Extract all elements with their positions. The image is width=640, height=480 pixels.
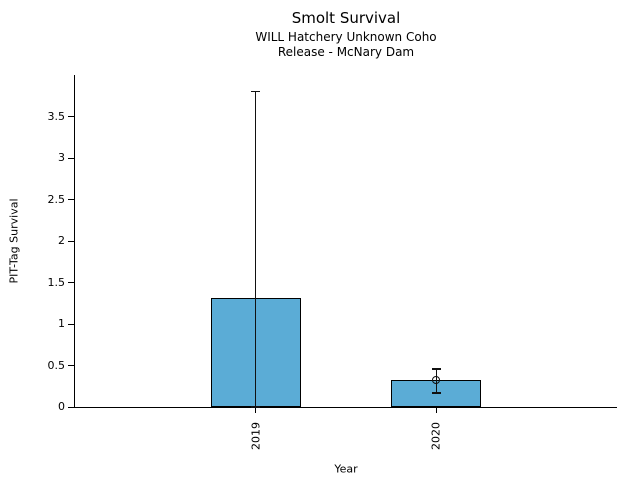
- y-tick-label: 0: [58, 400, 65, 413]
- error-bar-line: [254, 91, 257, 407]
- error-bar-cap-top: [431, 368, 441, 370]
- y-tick-mark: [68, 199, 74, 200]
- y-tick-label: 3.5: [47, 109, 66, 123]
- x-tick-label: 2019: [249, 422, 263, 450]
- y-tick-label: 2: [58, 234, 65, 247]
- error-bar-cap-bottom: [251, 406, 261, 408]
- y-tick-mark: [68, 116, 74, 117]
- y-tick-label: 2.5: [47, 192, 66, 206]
- chart-subtitle-line2: Release - McNary Dam: [277, 45, 415, 59]
- y-tick-mark: [68, 240, 74, 242]
- x-tick-mark: [435, 408, 438, 413]
- y-tick-mark: [68, 406, 74, 408]
- y-tick-mark: [68, 365, 74, 366]
- x-tick-label: 2020: [429, 422, 443, 450]
- plot-area: 0 0.5 1 1.5 2 2.5 3 3.5 2019 2020: [48, 75, 617, 450]
- error-bar-cap-bottom: [431, 392, 441, 394]
- y-tick-label: 0.5: [47, 358, 66, 372]
- y-tick-mark: [68, 323, 74, 325]
- chart-title: Smolt Survival: [291, 9, 401, 27]
- y-tick-mark: [68, 282, 74, 283]
- y-tick-label: 3: [58, 151, 65, 164]
- chart-subtitle-line1: WILL Hatchery Unknown Coho: [255, 30, 437, 44]
- y-tick-label: 1.5: [47, 275, 66, 289]
- error-bar-cap-top: [251, 90, 261, 93]
- point-marker-circle-icon: [432, 375, 441, 384]
- x-tick-mark: [254, 408, 257, 413]
- y-tick-label: 1: [58, 317, 65, 330]
- y-tick-mark: [68, 157, 74, 159]
- x-axis-label: Year: [334, 462, 358, 476]
